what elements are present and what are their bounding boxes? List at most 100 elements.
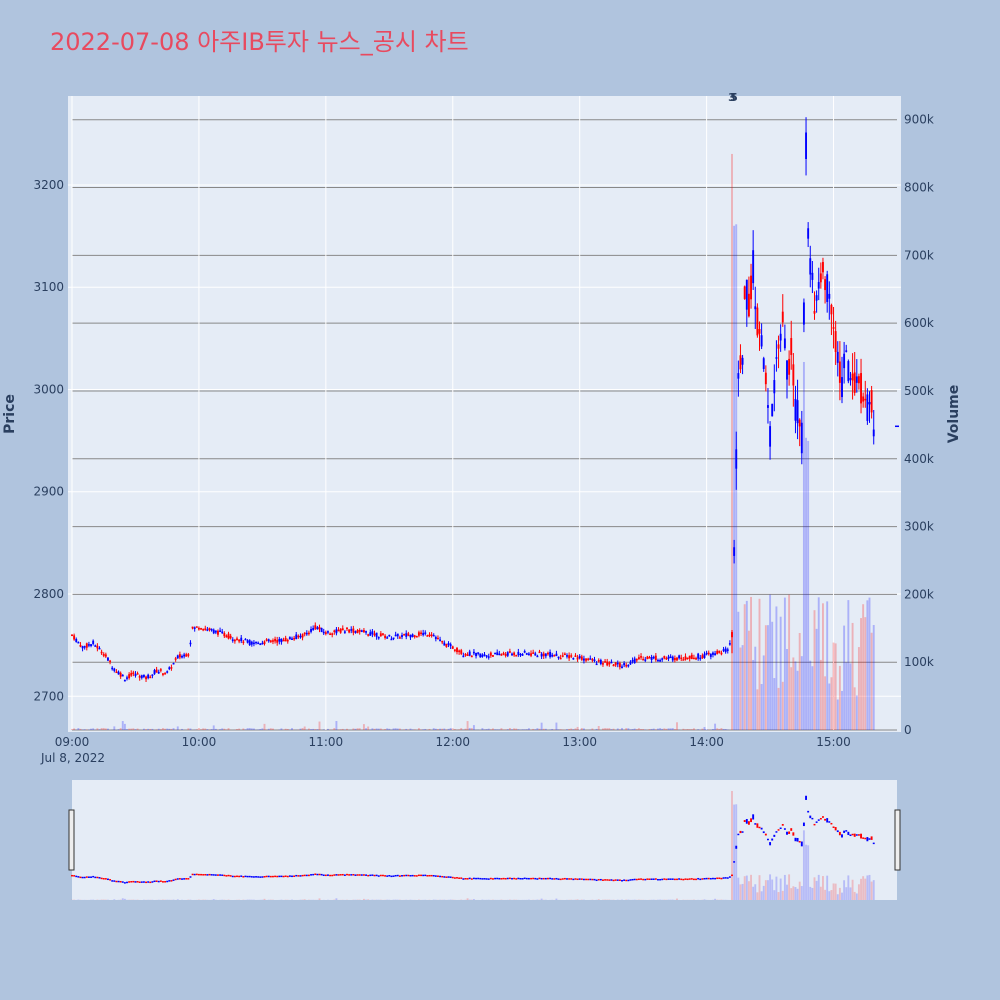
slider-candle bbox=[229, 875, 232, 877]
range-slider-background[interactable] bbox=[72, 780, 897, 900]
slider-candle bbox=[227, 874, 230, 877]
candle-body bbox=[625, 664, 628, 667]
candle-body bbox=[633, 658, 636, 663]
candle-body bbox=[843, 353, 846, 369]
candle-body bbox=[140, 675, 143, 678]
slider-volume-bar bbox=[362, 898, 365, 900]
volume-bar bbox=[149, 728, 152, 730]
slider-volume-bar bbox=[741, 883, 744, 900]
slider-candle bbox=[532, 877, 535, 880]
slider-candle bbox=[633, 878, 636, 881]
slider-volume-bar bbox=[830, 890, 833, 900]
range-slider-right-handle[interactable] bbox=[894, 809, 901, 871]
slider-candle bbox=[238, 875, 241, 878]
slider-candle bbox=[578, 878, 581, 880]
candle-body bbox=[128, 674, 131, 679]
slider-candle bbox=[747, 821, 750, 825]
candle-body bbox=[388, 634, 391, 637]
candle-body bbox=[267, 639, 270, 642]
y2-tick-label: 800k bbox=[904, 181, 934, 195]
candle-body bbox=[665, 657, 668, 660]
slider-candle bbox=[411, 874, 414, 877]
volume-bar bbox=[690, 729, 693, 730]
slider-volume-bar bbox=[121, 898, 124, 900]
slider-volume-bar bbox=[800, 886, 803, 900]
candle-body bbox=[542, 653, 545, 657]
slider-candle bbox=[557, 878, 560, 880]
candle-body bbox=[591, 659, 594, 661]
candle-body bbox=[631, 659, 634, 662]
slider-volume-bar bbox=[849, 887, 852, 900]
candle-body bbox=[860, 373, 862, 404]
slider-candle bbox=[819, 817, 822, 820]
candle-body bbox=[168, 667, 171, 670]
volume-bar bbox=[164, 728, 167, 730]
candle-body bbox=[498, 653, 501, 656]
candle-body bbox=[673, 657, 676, 661]
candle-body bbox=[563, 653, 566, 656]
annotation-label: 5 bbox=[730, 91, 738, 104]
volume-bar bbox=[405, 728, 408, 730]
slider-candle bbox=[800, 841, 803, 847]
slider-volume-bar bbox=[176, 899, 179, 900]
slider-volume-bar bbox=[777, 892, 780, 900]
slider-candle bbox=[181, 878, 183, 880]
candle-body bbox=[464, 653, 467, 656]
candle-body bbox=[561, 655, 564, 657]
candle-body bbox=[836, 351, 839, 363]
candle-body bbox=[407, 633, 410, 636]
slider-candle bbox=[587, 878, 590, 881]
candle-body bbox=[424, 632, 427, 634]
slider-candle bbox=[280, 875, 283, 878]
slider-volume-bar bbox=[836, 894, 839, 900]
slider-volume-bar bbox=[862, 876, 865, 900]
range-slider-left-handle[interactable] bbox=[68, 809, 75, 871]
candle-body bbox=[202, 628, 205, 631]
candle-body bbox=[642, 658, 645, 661]
candle-body bbox=[686, 657, 689, 660]
volume-bar bbox=[868, 597, 871, 730]
slider-volume-bar bbox=[783, 874, 786, 900]
candle-body bbox=[699, 657, 702, 660]
candle-body bbox=[650, 656, 653, 660]
candle-body bbox=[314, 625, 317, 629]
slider-candle bbox=[121, 881, 124, 883]
slider-candle bbox=[94, 876, 97, 879]
candle-body bbox=[384, 635, 387, 638]
slider-candle bbox=[87, 876, 90, 878]
slider-candle bbox=[176, 878, 179, 880]
slider-candle bbox=[851, 833, 854, 836]
slider-candle bbox=[301, 874, 304, 877]
slider-candle bbox=[189, 876, 192, 878]
candle-body bbox=[773, 380, 776, 394]
volume-bar bbox=[354, 728, 357, 730]
slider-candle bbox=[447, 876, 450, 878]
candle-body bbox=[745, 279, 748, 310]
slider-candle bbox=[407, 874, 410, 877]
candle-body bbox=[371, 631, 374, 635]
volume-bar bbox=[451, 728, 454, 730]
candle-body bbox=[272, 640, 274, 642]
volume-bar bbox=[439, 728, 442, 730]
candle-body bbox=[657, 660, 659, 662]
candle-body bbox=[246, 640, 249, 643]
candle-body bbox=[219, 630, 222, 632]
candle-body bbox=[536, 655, 539, 658]
slider-candle bbox=[331, 874, 334, 877]
slider-candle bbox=[667, 878, 670, 880]
slider-candle bbox=[320, 873, 323, 876]
volume-bar bbox=[420, 729, 422, 730]
slider-candle bbox=[718, 877, 721, 879]
volume-bar bbox=[762, 655, 765, 730]
candle-body bbox=[411, 634, 414, 637]
candle-body bbox=[728, 643, 731, 645]
candle-body bbox=[735, 449, 738, 469]
slider-candle bbox=[604, 879, 607, 881]
candle-body bbox=[441, 640, 444, 643]
candle-body bbox=[104, 654, 107, 657]
candle-body bbox=[297, 635, 300, 638]
volume-bar bbox=[686, 729, 689, 730]
slider-candle bbox=[149, 881, 152, 884]
slider-candle bbox=[479, 877, 482, 880]
